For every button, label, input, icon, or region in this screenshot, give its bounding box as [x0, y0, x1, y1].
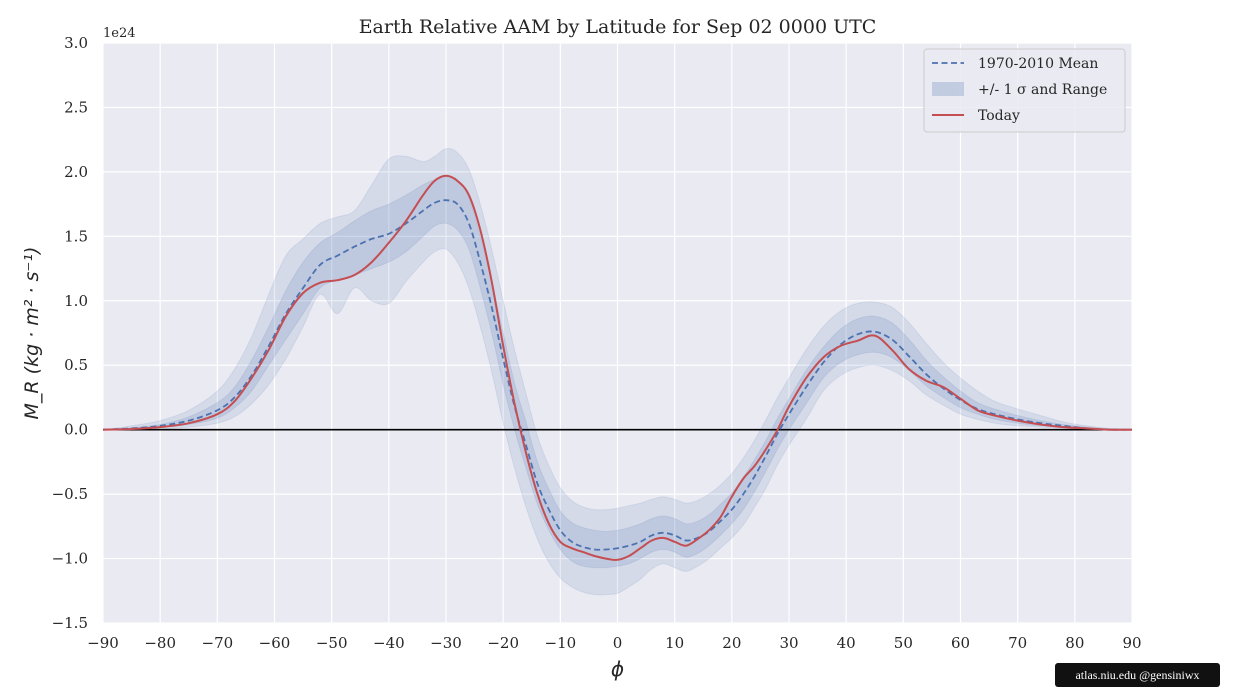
- series-lines: [102, 174, 1133, 561]
- y-tick-label: −0.5: [52, 485, 88, 503]
- legend-frame: [923, 48, 1126, 133]
- y-tick-label: −1.0: [52, 550, 88, 568]
- x-tick-label: 80: [1065, 634, 1084, 652]
- x-axis-label: ϕ: [611, 657, 624, 681]
- y-tick-label: 2.0: [64, 163, 88, 181]
- grid: [102, 42, 1133, 624]
- x-tick-label: −60: [259, 634, 291, 652]
- x-tick-label: 10: [665, 634, 684, 652]
- x-tick-labels: −90 −80 −70 −60 −50 −40 −30 −20 −10 0 10 20 30 40 50 60…: [87, 634, 1141, 652]
- legend-label: 1970-2010 Mean: [978, 56, 1098, 72]
- x-tick-label: 50: [894, 634, 913, 652]
- y-tick-label: 3.0: [64, 34, 88, 52]
- x-tick-label: 20: [722, 634, 741, 652]
- y-axis-label: M_R (kg · m² · s⁻¹): [21, 247, 43, 420]
- chart-title: Earth Relative AAM by Latitude for Sep 0…: [359, 16, 877, 38]
- x-tick-label: 60: [951, 634, 970, 652]
- y-offset-label: 1e24: [103, 26, 136, 41]
- x-tick-label: −20: [487, 634, 519, 652]
- legend-label: +/- 1 σ and Range: [978, 82, 1107, 98]
- mean-line: [102, 199, 1133, 551]
- y-tick-label: 0.0: [64, 421, 88, 439]
- y-tick-label: 1.0: [64, 292, 88, 310]
- y-tick-label: 1.5: [64, 227, 88, 245]
- x-tick-label: 40: [837, 634, 856, 652]
- x-tick-label: 70: [1008, 634, 1027, 652]
- credit-badge: atlas.niu.edu @gensiniwx: [1055, 663, 1220, 687]
- x-tick-label: −70: [202, 634, 234, 652]
- today-line: [102, 174, 1133, 561]
- x-tick-label: −50: [316, 634, 348, 652]
- x-tick-label: −40: [373, 634, 405, 652]
- x-tick-label: −30: [430, 634, 462, 652]
- x-tick-label: 30: [779, 634, 798, 652]
- x-tick-label: −10: [545, 634, 577, 652]
- x-tick-label: 90: [1122, 634, 1141, 652]
- y-tick-label: −1.5: [52, 614, 88, 632]
- legend-label: Today: [978, 108, 1020, 124]
- legend-band-swatch: [932, 82, 964, 96]
- y-tick-label: 0.5: [64, 356, 88, 374]
- x-tick-label: −90: [87, 634, 119, 652]
- y-tick-label: 2.5: [64, 98, 88, 116]
- legend: 1970-2010 Mean +/- 1 σ and Range Today: [923, 48, 1126, 133]
- y-tick-labels: −1.5 −1.0 −0.5 0.0 0.5 1.0 1.5 2.0 2.5 3.0: [52, 34, 88, 632]
- x-tick-label: 0: [613, 634, 623, 652]
- x-tick-label: −80: [144, 634, 176, 652]
